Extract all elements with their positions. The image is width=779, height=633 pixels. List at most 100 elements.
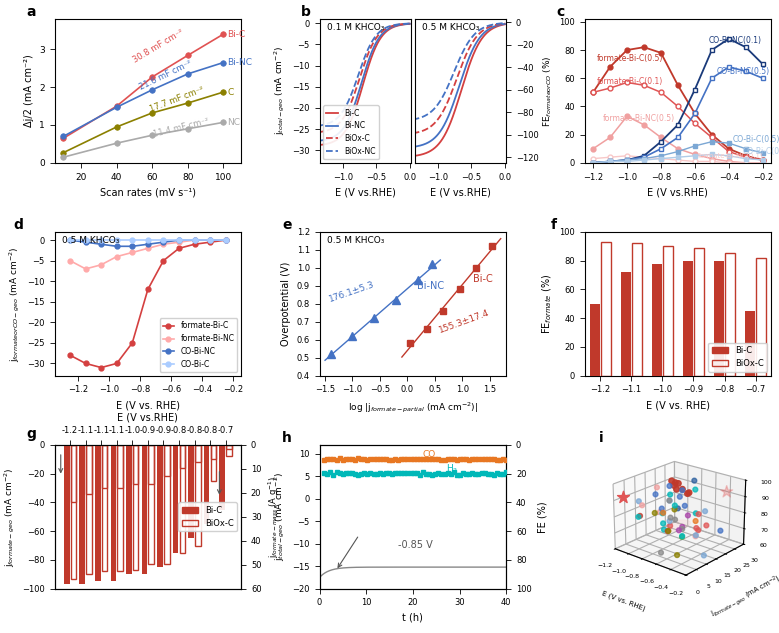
Text: 30.8 mF cm⁻²: 30.8 mF cm⁻² bbox=[131, 27, 185, 65]
formate-Bi-NC bbox=[65, 257, 75, 265]
formate-Bi-C bbox=[81, 360, 90, 367]
formate-Bi-C(0.1) bbox=[605, 84, 615, 92]
Bar bbox=[652, 263, 662, 376]
Line: CO-Bi-C(0.1): CO-Bi-C(0.1) bbox=[590, 152, 765, 165]
formate-Bi-C(0.5) bbox=[758, 156, 767, 164]
Text: NC: NC bbox=[227, 118, 241, 127]
formate-Bi-C bbox=[221, 236, 231, 244]
Text: 0.1 M KHCO₃: 0.1 M KHCO₃ bbox=[327, 23, 384, 32]
Bi-NC bbox=[347, 332, 357, 340]
formate-Bi-NC(0.5) bbox=[724, 158, 734, 165]
Bi-C bbox=[422, 325, 432, 333]
Line: Bi-C: Bi-C bbox=[407, 243, 496, 347]
Bar bbox=[195, 445, 201, 546]
Bar bbox=[71, 445, 76, 503]
formate-Bi-NC bbox=[206, 236, 215, 244]
formate-Bi-NC(0.1) bbox=[640, 153, 649, 161]
Line: formate-Bi-NC: formate-Bi-NC bbox=[68, 238, 228, 272]
Text: i: i bbox=[599, 431, 604, 445]
Text: Bi-NC: Bi-NC bbox=[418, 282, 444, 291]
Bar bbox=[149, 445, 154, 564]
Bar bbox=[694, 248, 704, 376]
Text: a: a bbox=[26, 5, 36, 19]
formate-Bi-C(0.1) bbox=[707, 134, 717, 141]
Text: b: b bbox=[301, 5, 311, 19]
Bar bbox=[756, 258, 766, 376]
formate-Bi-NC(0.5) bbox=[605, 134, 615, 141]
Bar bbox=[64, 445, 69, 482]
Bar bbox=[179, 445, 185, 553]
Y-axis label: j$_{formate-geo}$ (mA cm$^{-2}$): j$_{formate-geo}$ (mA cm$^{-2}$) bbox=[2, 467, 16, 567]
Text: g: g bbox=[26, 427, 37, 441]
Bar bbox=[210, 445, 217, 481]
CO-Bi-NC(0.5) bbox=[690, 110, 700, 117]
Text: H$_2$: H$_2$ bbox=[446, 462, 458, 475]
Text: -0.85 V: -0.85 V bbox=[398, 541, 432, 551]
Line: formate-Bi-C: formate-Bi-C bbox=[68, 238, 228, 370]
CO-Bi-C(0.5) bbox=[588, 159, 597, 166]
Y-axis label: FE$_{formate}$ (%): FE$_{formate}$ (%) bbox=[540, 273, 554, 334]
Bar bbox=[118, 445, 123, 572]
Line: CO-Bi-NC(0.1): CO-Bi-NC(0.1) bbox=[590, 36, 765, 165]
formate-Bi-NC(0.1) bbox=[605, 153, 615, 161]
CO-Bi-NC(0.5) bbox=[673, 134, 682, 141]
Bar bbox=[210, 445, 217, 459]
CO-Bi-C bbox=[159, 236, 168, 244]
formate-Bi-NC(0.1) bbox=[758, 159, 767, 166]
Line: formate-Bi-C(0.1): formate-Bi-C(0.1) bbox=[590, 80, 765, 163]
CO-Bi-C(0.5) bbox=[605, 158, 615, 165]
Text: d: d bbox=[13, 218, 23, 232]
Bar bbox=[220, 445, 225, 510]
formate-Bi-C(0.5) bbox=[622, 46, 632, 54]
formate-Bi-NC bbox=[221, 236, 231, 244]
formate-Bi-NC bbox=[128, 249, 137, 256]
Text: e: e bbox=[282, 218, 291, 232]
CO-Bi-C(0.5) bbox=[707, 138, 717, 146]
formate-Bi-NC(0.1) bbox=[588, 155, 597, 163]
Bi-C bbox=[488, 242, 497, 250]
Text: 155.3±17.4: 155.3±17.4 bbox=[438, 308, 491, 335]
CO-Bi-NC bbox=[174, 236, 184, 244]
formate-Bi-C(0.1) bbox=[741, 153, 750, 161]
Bar bbox=[111, 445, 116, 582]
CO-Bi-C(0.5) bbox=[656, 152, 665, 160]
Bar bbox=[590, 304, 600, 376]
Text: CO-Bi-NC(0.1): CO-Bi-NC(0.1) bbox=[708, 36, 761, 45]
Bar bbox=[95, 445, 100, 481]
CO-Bi-C(0.5) bbox=[673, 147, 682, 155]
Bar bbox=[621, 272, 631, 376]
CO-Bi-NC bbox=[221, 236, 231, 244]
Bar bbox=[79, 445, 85, 584]
Bar bbox=[133, 445, 139, 484]
formate-Bi-C bbox=[128, 339, 137, 347]
Line: CO-Bi-C: CO-Bi-C bbox=[68, 238, 228, 242]
Bar bbox=[95, 445, 100, 582]
Bar bbox=[102, 445, 108, 488]
X-axis label: t (h): t (h) bbox=[403, 613, 423, 623]
formate-Bi-C(0.5) bbox=[673, 82, 682, 89]
CO-Bi-NC bbox=[81, 239, 90, 246]
CO-Bi-NC(0.5) bbox=[724, 63, 734, 71]
CO-Bi-NC(0.1) bbox=[640, 152, 649, 160]
CO-Bi-NC(0.1) bbox=[656, 138, 665, 146]
CO-Bi-C(0.5) bbox=[724, 139, 734, 147]
Bar bbox=[226, 445, 232, 456]
X-axis label: E (V vs. RHE): E (V vs. RHE) bbox=[601, 591, 646, 612]
CO-Bi-C(0.5) bbox=[758, 149, 767, 157]
Bar bbox=[204, 445, 210, 455]
Text: c: c bbox=[556, 5, 565, 19]
Bar bbox=[746, 311, 755, 376]
CO-Bi-C(0.5) bbox=[741, 145, 750, 153]
CO-Bi-NC bbox=[128, 242, 137, 250]
CO-Bi-C bbox=[221, 236, 231, 244]
formate-Bi-C(0.1) bbox=[758, 156, 767, 164]
CO-Bi-NC(0.5) bbox=[622, 156, 632, 164]
Bar bbox=[142, 445, 147, 479]
CO-Bi-NC bbox=[159, 239, 168, 246]
Text: 176.1±5.3: 176.1±5.3 bbox=[328, 280, 375, 304]
X-axis label: E (V vs. RHE): E (V vs. RHE) bbox=[646, 400, 710, 410]
Text: 0.5 M KHCO₃: 0.5 M KHCO₃ bbox=[62, 236, 119, 245]
CO-Bi-NC bbox=[97, 241, 106, 248]
Bi-C bbox=[471, 264, 481, 272]
formate-Bi-NC(0.1) bbox=[622, 152, 632, 160]
